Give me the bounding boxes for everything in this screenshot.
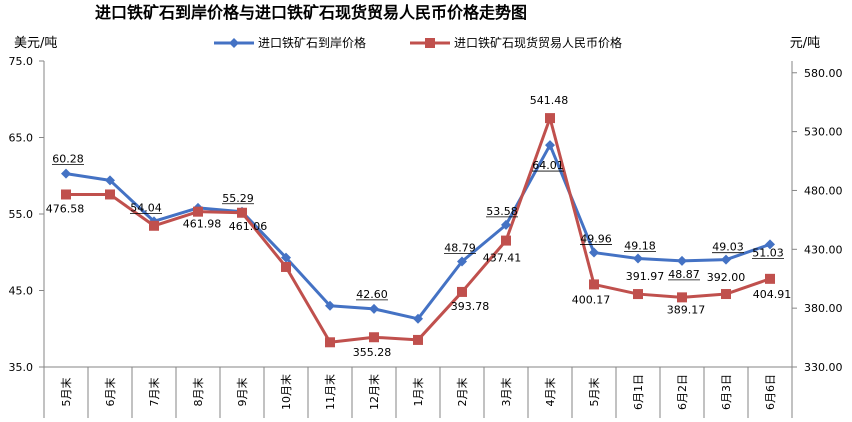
data-point-cif-price bbox=[589, 247, 599, 258]
data-point-rmb-price bbox=[369, 332, 379, 343]
data-label-cif-price: 42.60 bbox=[356, 288, 388, 301]
data-label-rmb-price: 400.17 bbox=[572, 293, 611, 306]
legend-marker-cif-price bbox=[229, 38, 239, 48]
y-axis-title-right: 元/吨 bbox=[790, 36, 820, 51]
data-point-cif-price bbox=[765, 239, 775, 250]
y-tick-label-right: 480.00 bbox=[804, 184, 843, 197]
data-label-rmb-price: 404.91 bbox=[753, 288, 792, 301]
data-label-cif-price: 64.01 bbox=[532, 159, 564, 172]
x-tick-label: 3月末 bbox=[499, 378, 513, 407]
series-layer bbox=[61, 113, 775, 348]
x-tick-label: 6月3日 bbox=[720, 374, 733, 410]
x-tick-label: 6月6日 bbox=[764, 374, 777, 410]
x-tick-label: 7月末 bbox=[147, 378, 161, 407]
data-label-rmb-price: 355.28 bbox=[353, 346, 392, 359]
x-tick-label: 5月末 bbox=[587, 378, 601, 407]
legend-marker-rmb-price bbox=[425, 38, 435, 48]
data-point-rmb-price bbox=[765, 273, 775, 284]
axes: 35.0 45.0 55.0 65.0 75.0 330.00 380.00 430.00 48… bbox=[9, 55, 843, 418]
legend-label-rmb-price: 进口铁矿石现货贸易人民币价格 bbox=[454, 35, 622, 50]
data-point-cif-price bbox=[633, 253, 643, 264]
x-tick-label: 8月末 bbox=[191, 378, 205, 407]
data-point-rmb-price bbox=[677, 292, 687, 303]
y-tick-label-right: 580.00 bbox=[804, 67, 843, 80]
data-point-rmb-price bbox=[457, 286, 467, 297]
data-point-rmb-price bbox=[545, 113, 555, 124]
y-tick-label-left: 35.0 bbox=[9, 361, 34, 374]
data-point-cif-price bbox=[413, 313, 423, 324]
data-point-cif-price bbox=[61, 168, 71, 179]
legend: 进口铁矿石到岸价格 进口铁矿石现货贸易人民币价格 bbox=[214, 35, 622, 50]
data-label-cif-price: 49.18 bbox=[624, 240, 656, 253]
x-tick-label: 12月末 bbox=[367, 374, 381, 410]
data-point-rmb-price bbox=[281, 261, 291, 272]
series-line-cif-price bbox=[65, 143, 771, 321]
data-point-rmb-price bbox=[325, 337, 335, 348]
data-label-cif-price: 48.87 bbox=[668, 268, 700, 281]
data-label-cif-price: 48.79 bbox=[444, 242, 476, 255]
data-label-rmb-price: 461.06 bbox=[229, 220, 268, 233]
data-point-cif-price bbox=[677, 255, 687, 266]
data-point-cif-price bbox=[281, 252, 291, 263]
data-point-cif-price bbox=[545, 140, 555, 151]
data-point-cif-price bbox=[105, 175, 115, 186]
x-tick-label: 10月末 bbox=[279, 374, 293, 410]
y-tick-label-left: 55.0 bbox=[9, 208, 34, 221]
data-point-rmb-price bbox=[501, 235, 511, 246]
chart-title: 进口铁矿石到岸价格与进口铁矿石现货贸易人民币价格走势图 bbox=[95, 3, 527, 22]
data-label-rmb-price: 541.48 bbox=[530, 94, 569, 107]
data-label-rmb-price: 392.00 bbox=[707, 271, 746, 284]
data-label-rmb-price: 391.97 bbox=[626, 270, 665, 283]
data-label-cif-price: 51.03 bbox=[752, 246, 784, 259]
x-tick-label: 6月1日 bbox=[632, 374, 645, 410]
data-labels-layer: 60.28 54.04 55.29 42.60 48.79 53.58 64.01 49.96… bbox=[46, 94, 792, 359]
data-label-rmb-price: 461.98 bbox=[183, 218, 222, 231]
data-point-cif-price bbox=[721, 254, 731, 265]
data-label-rmb-price: 476.58 bbox=[46, 202, 85, 215]
data-point-rmb-price bbox=[721, 289, 731, 300]
x-tick-label: 5月末 bbox=[59, 378, 73, 407]
legend-label-cif-price: 进口铁矿石到岸价格 bbox=[258, 35, 366, 50]
x-tick-label: 1月末 bbox=[411, 378, 425, 407]
data-point-cif-price bbox=[369, 303, 379, 314]
series-line-rmb-price bbox=[65, 116, 771, 344]
data-point-cif-price bbox=[457, 256, 467, 267]
data-point-rmb-price bbox=[413, 334, 423, 345]
data-label-cif-price: 49.96 bbox=[580, 233, 612, 246]
x-tick-label: 9月末 bbox=[235, 378, 249, 407]
x-tick-label: 6月2日 bbox=[676, 374, 689, 410]
data-point-cif-price bbox=[501, 219, 511, 230]
x-tick-label: 11月末 bbox=[323, 374, 337, 410]
data-point-rmb-price bbox=[149, 220, 159, 231]
data-point-rmb-price bbox=[105, 189, 115, 200]
y-axis-title-left: 美元/吨 bbox=[14, 36, 57, 51]
data-label-rmb-price: 389.17 bbox=[667, 303, 706, 316]
y-tick-label-right: 530.00 bbox=[804, 126, 843, 139]
data-point-rmb-price bbox=[237, 207, 247, 218]
data-point-rmb-price bbox=[61, 189, 71, 200]
data-label-cif-price: 60.28 bbox=[52, 153, 84, 166]
data-label-cif-price: 53.58 bbox=[486, 205, 518, 218]
data-point-rmb-price bbox=[633, 289, 643, 300]
x-tick-label: 2月末 bbox=[455, 378, 469, 407]
y-tick-label-left: 75.0 bbox=[9, 55, 34, 68]
y-tick-label-right: 330.00 bbox=[804, 361, 843, 374]
data-label-rmb-price: 437.41 bbox=[483, 252, 522, 265]
x-tick-label: 6月末 bbox=[103, 378, 117, 407]
data-label-cif-price: 54.04 bbox=[130, 201, 162, 214]
data-label-cif-price: 49.03 bbox=[712, 241, 744, 254]
x-tick-label: 4月末 bbox=[543, 378, 557, 407]
y-tick-label-right: 430.00 bbox=[804, 243, 843, 256]
data-point-rmb-price bbox=[193, 206, 203, 217]
data-point-cif-price bbox=[325, 300, 335, 311]
y-tick-label-right: 380.00 bbox=[804, 302, 843, 315]
data-label-rmb-price: 393.78 bbox=[451, 300, 490, 313]
data-label-cif-price: 55.29 bbox=[222, 192, 254, 205]
y-tick-label-left: 65.0 bbox=[9, 132, 34, 145]
data-point-rmb-price bbox=[589, 279, 599, 290]
y-tick-label-left: 45.0 bbox=[9, 285, 34, 298]
